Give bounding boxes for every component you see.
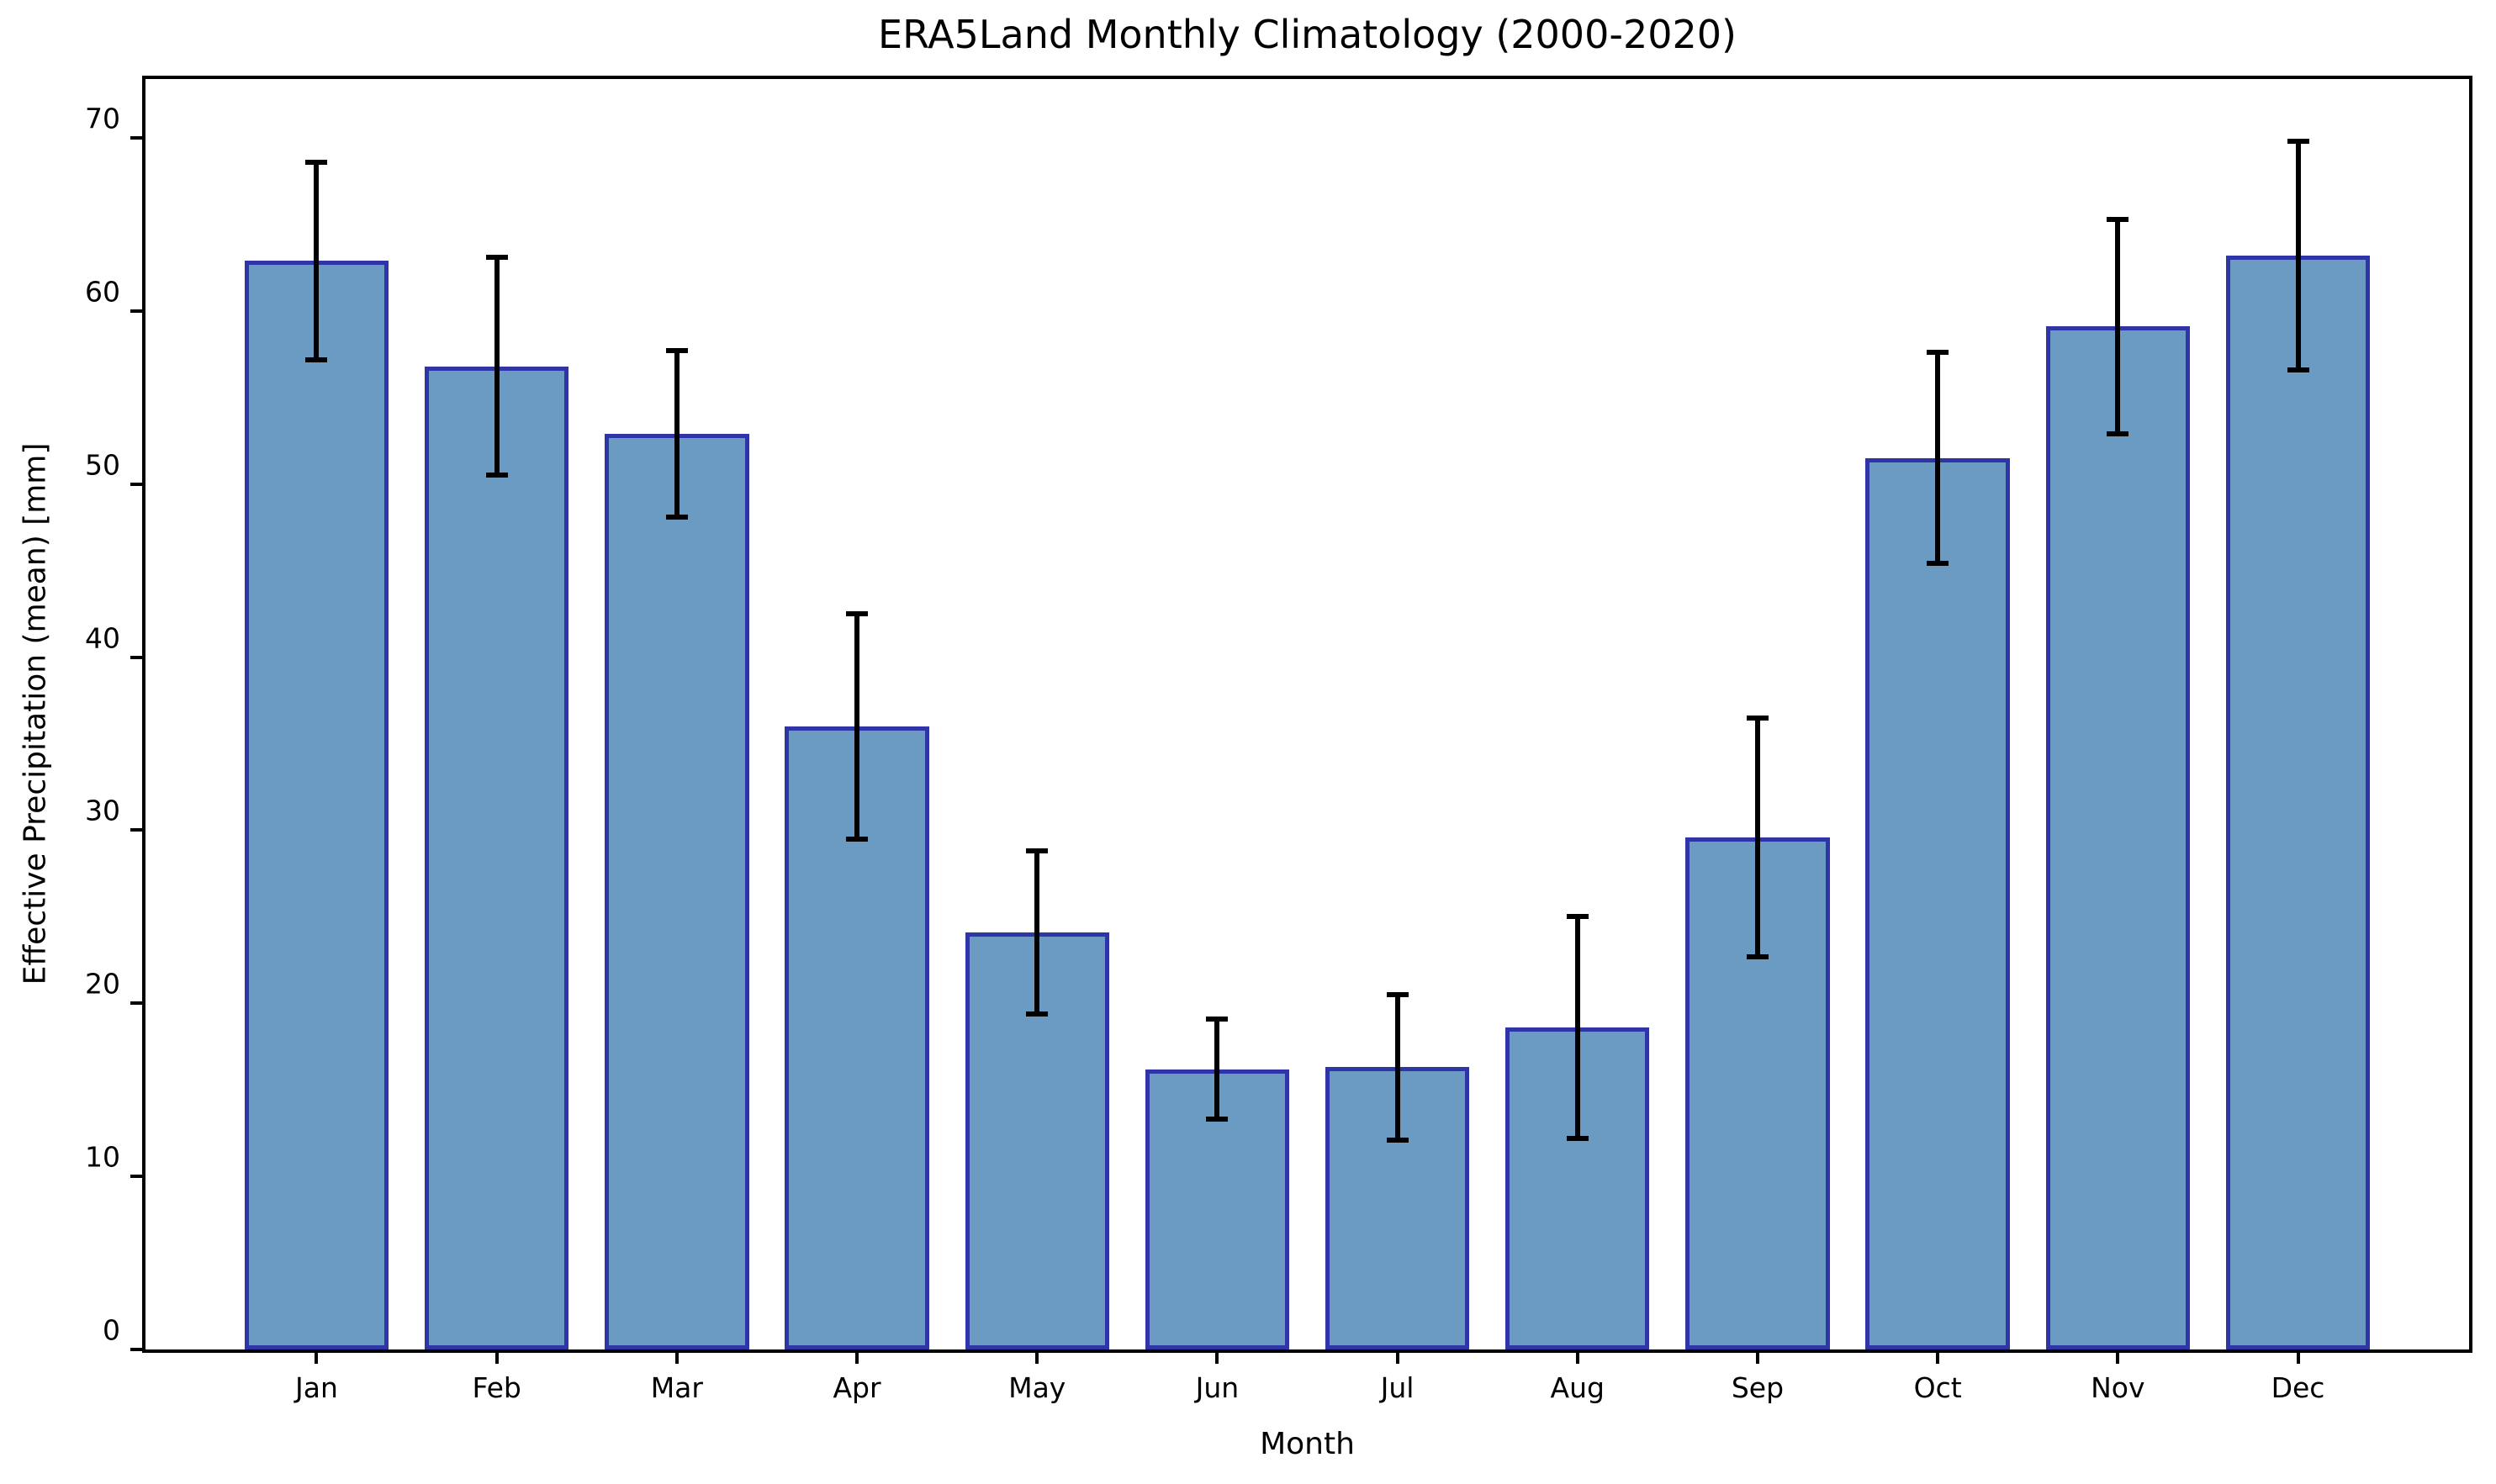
x-tick-label: Feb — [472, 1371, 521, 1404]
x-tick-label: Jan — [295, 1371, 338, 1404]
x-tick-label: Mar — [650, 1371, 703, 1404]
x-tick-label: Nov — [2091, 1371, 2145, 1404]
x-tick-label: May — [1008, 1371, 1066, 1404]
error-bar-cap — [1206, 1117, 1229, 1122]
bar-dec — [2225, 255, 2371, 1349]
y-tick — [130, 828, 145, 832]
x-tick — [674, 1349, 679, 1364]
error-bar-line — [1574, 916, 1580, 1138]
error-bar-line — [1754, 717, 1760, 957]
x-tick-label: Jul — [1380, 1371, 1415, 1404]
y-tick — [130, 655, 145, 659]
error-bar-cap — [665, 348, 688, 354]
error-bar-line — [854, 614, 860, 839]
bar-jan — [244, 261, 389, 1349]
error-bar-cap — [1746, 715, 1769, 721]
y-tick-label: 50 — [85, 448, 120, 482]
error-bar-line — [1214, 1018, 1220, 1120]
x-tick-label: Apr — [833, 1371, 881, 1404]
y-tick — [130, 482, 145, 486]
error-bar-line — [314, 161, 320, 360]
error-bar-cap — [846, 611, 869, 617]
y-tick — [130, 1175, 145, 1179]
x-tick — [1936, 1349, 1940, 1364]
error-bar-cap — [1026, 848, 1049, 854]
x-tick — [1035, 1349, 1039, 1364]
error-bar-cap — [1386, 992, 1409, 997]
x-tick-label: Sep — [1731, 1371, 1785, 1404]
x-tick — [1575, 1349, 1579, 1364]
y-tick-label: 60 — [85, 275, 120, 309]
y-tick-label: 0 — [103, 1313, 120, 1347]
y-tick — [130, 1001, 145, 1006]
error-bar-line — [1394, 995, 1400, 1140]
error-bar-cap — [1206, 1016, 1229, 1022]
error-bar-line — [1935, 352, 1941, 564]
y-tick — [130, 136, 145, 140]
bar-nov — [2045, 326, 2190, 1349]
error-bar-cap — [1026, 1011, 1049, 1017]
x-tick — [855, 1349, 859, 1364]
y-tick-label: 30 — [85, 794, 120, 827]
x-tick — [2296, 1349, 2300, 1364]
error-bar-cap — [2107, 216, 2129, 222]
x-tick-label: Jun — [1195, 1371, 1240, 1404]
y-tick-label: 10 — [85, 1140, 120, 1174]
error-bar-line — [2295, 141, 2301, 370]
bar-oct — [1865, 457, 2010, 1349]
x-tick — [494, 1349, 499, 1364]
error-bar-cap — [1927, 350, 1949, 356]
bar-jul — [1325, 1067, 1470, 1349]
error-bar-line — [494, 257, 500, 476]
x-tick — [315, 1349, 319, 1364]
error-bar-cap — [305, 356, 328, 362]
y-tick-label: 20 — [85, 967, 120, 1001]
plot-area: 0 10 20 30 40 50 60 70 Jan Feb Mar Apr May Jun Jul Aug S… — [85, 76, 2472, 1404]
error-bar-cap — [2287, 139, 2309, 145]
error-bar-cap — [1746, 953, 1769, 959]
x-tick — [1755, 1349, 1759, 1364]
y-tick-label: 40 — [85, 621, 120, 655]
error-bar-cap — [1386, 1137, 1409, 1143]
error-bar-cap — [1566, 914, 1589, 920]
error-bar-line — [1034, 851, 1040, 1014]
error-bar-line — [674, 351, 680, 517]
error-bar-line — [2115, 219, 2121, 435]
x-tick — [2116, 1349, 2120, 1364]
x-tick-label: Oct — [1913, 1371, 1962, 1404]
x-tick-label: Aug — [1550, 1371, 1605, 1404]
x-tick — [1395, 1349, 1399, 1364]
x-tick — [1215, 1349, 1219, 1364]
error-bar-cap — [846, 836, 869, 842]
error-bar-cap — [485, 255, 508, 261]
bar-mar — [605, 434, 749, 1349]
y-axis-label: Effective Precipitation (mean) [mm] — [18, 442, 53, 985]
error-bar-cap — [1927, 561, 1949, 567]
error-bar-cap — [305, 159, 328, 165]
error-bar-cap — [2287, 367, 2309, 372]
error-bar-cap — [665, 514, 688, 520]
y-tick — [130, 309, 145, 313]
error-bar-cap — [2107, 431, 2129, 437]
bar-feb — [424, 366, 569, 1349]
y-tick-label: 70 — [85, 102, 120, 135]
error-bar-cap — [1566, 1135, 1589, 1141]
bar-aug — [1505, 1027, 1650, 1349]
error-bar-cap — [485, 473, 508, 478]
chart-title: ERA5Land Monthly Climatology (2000-2020) — [878, 12, 1737, 57]
x-axis-label: Month — [1260, 1427, 1355, 1461]
x-tick-label: Dec — [2271, 1371, 2325, 1404]
y-tick — [130, 1348, 145, 1351]
